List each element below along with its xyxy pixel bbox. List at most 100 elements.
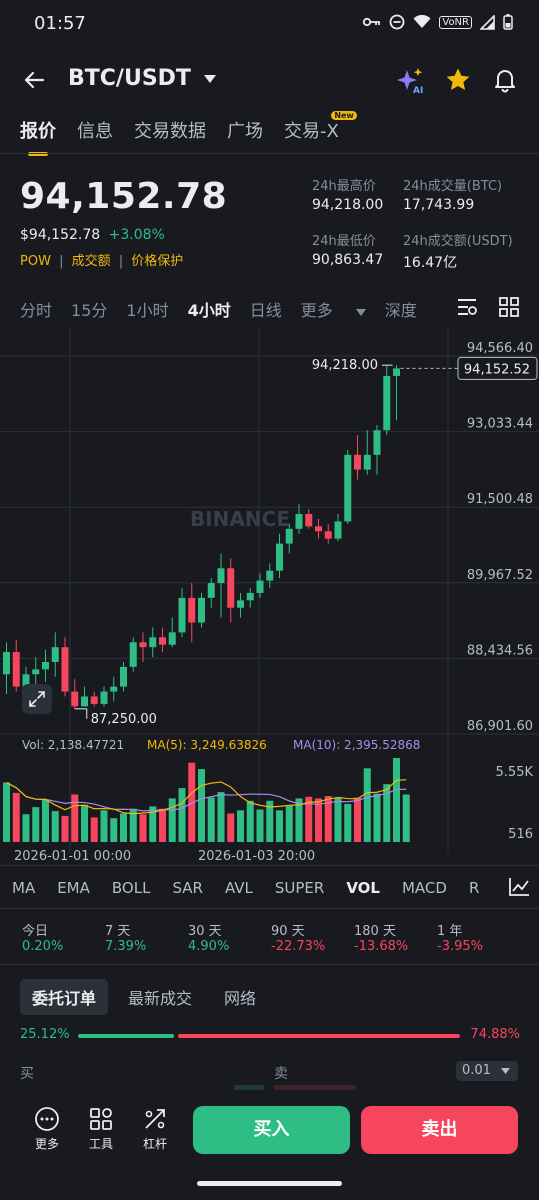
last-price: 94,152.78 [20, 176, 228, 217]
volume-bar [22, 814, 30, 842]
volume-bar [305, 796, 313, 842]
candle-body [61, 647, 69, 692]
star-icon[interactable] [445, 67, 471, 93]
ai-sparkle-icon[interactable]: AI [396, 67, 426, 95]
candle-body [139, 642, 147, 648]
home-indicator[interactable] [197, 1181, 342, 1186]
high-label: 24h最高价 [312, 179, 376, 194]
candle-body [22, 674, 30, 687]
tag-price-protection[interactable]: 价格保护 [131, 254, 184, 269]
interval-time[interactable]: 分时 [20, 301, 53, 320]
performance-value: -3.95% [437, 939, 483, 954]
buy-sell-ratio: 25.12% 74.88% [20, 1026, 520, 1046]
candle-body [188, 597, 196, 623]
tab-info[interactable]: 信息 [77, 121, 113, 142]
tag-pow[interactable]: POW [20, 254, 51, 269]
performance-row: 今日 0.20% 7 天 7.39% 30 天 4.90% 90 天 -22.73% 180 天… [22, 920, 520, 954]
status-bar: 01:57 VoNR [0, 0, 539, 48]
indicator-r[interactable]: R [468, 879, 480, 897]
volume-bar [32, 807, 40, 842]
interval-1d[interactable]: 日线 [249, 301, 282, 320]
do-not-disturb-icon [389, 14, 405, 30]
indicator-ema[interactable]: EMA [57, 879, 90, 897]
caret-down-icon [501, 1068, 510, 1074]
interval-15m[interactable]: 15分 [71, 301, 108, 320]
bell-icon[interactable] [492, 67, 518, 93]
tab-square[interactable]: 广场 [227, 121, 263, 142]
volume-bar [207, 797, 215, 842]
chart-settings-icon[interactable] [456, 297, 478, 317]
order-tabs: 委托订单 最新成交 网络 [20, 979, 276, 1015]
pair-selector[interactable]: BTC/USDT [68, 66, 217, 91]
more-button[interactable]: 更多 [27, 1106, 67, 1152]
volume-bar [246, 800, 254, 842]
tab-quote[interactable]: 报价 [20, 117, 56, 156]
volume-bar [256, 809, 264, 842]
performance-item: 30 天 4.90% [188, 920, 271, 954]
buy-button[interactable]: 买入 [193, 1106, 350, 1154]
precision-selector[interactable]: 0.01 [456, 1061, 518, 1081]
leverage-button[interactable]: 杠杆 [135, 1106, 175, 1152]
performance-label: 1 年 [437, 924, 463, 939]
grid-layout-icon[interactable] [499, 297, 519, 317]
interval-4h[interactable]: 4小时 [187, 301, 231, 320]
tab-order-book[interactable]: 委托订单 [20, 979, 109, 1015]
high-marker-label: 94,218.00 [312, 358, 378, 373]
performance-label: 90 天 [271, 924, 305, 939]
key-icon [363, 17, 381, 27]
tag-turnover[interactable]: 成交额 [71, 254, 111, 269]
indicator-boll[interactable]: BOLL [111, 879, 151, 897]
indicator-avl[interactable]: AVL [224, 879, 253, 897]
tab-recent-trades[interactable]: 最新成交 [128, 989, 193, 1008]
performance-label: 今日 [22, 924, 49, 939]
price-chart[interactable]: 94,566.40 93,033.44 91,500.48 89,967.52 88,4… [0, 328, 539, 865]
vol-usdt-label: 24h成交额(USDT) [403, 234, 513, 249]
low-value: 90,863.47 [312, 252, 384, 268]
sell-button[interactable]: 卖出 [361, 1106, 518, 1154]
indicator-ma[interactable]: MA [12, 879, 36, 897]
performance-label: 180 天 [354, 924, 396, 939]
tabs-divider [0, 153, 539, 154]
y-tick-label: 86,901.60 [467, 719, 533, 734]
performance-label: 7 天 [105, 924, 131, 939]
interval-more[interactable]: 更多 [301, 297, 366, 321]
bottom-action-bar: 更多 工具 杠杆 买入 卖出 [0, 1098, 539, 1168]
interval-1h[interactable]: 1小时 [126, 301, 169, 320]
candle-body [295, 514, 303, 529]
candle-body [393, 368, 400, 376]
tab-trade-x[interactable]: 交易-X New [284, 111, 357, 143]
fullscreen-button[interactable] [22, 684, 52, 714]
tools-button[interactable]: 工具 [81, 1106, 121, 1152]
candle-body [198, 597, 205, 623]
perf-divider [0, 964, 539, 965]
low-label: 24h最低价 [312, 234, 376, 249]
volume-bar [100, 810, 108, 842]
tab-grid[interactable]: 网络 [224, 989, 257, 1008]
buy-ratio: 25.12% [20, 1027, 70, 1042]
candle-body [373, 430, 381, 455]
indicator-super[interactable]: SUPER [274, 879, 325, 897]
vol-usdt-value: 16.47亿 [403, 255, 458, 271]
candle-body [237, 600, 244, 608]
volume-bar [393, 758, 400, 842]
indicator-chart-button[interactable] [494, 868, 539, 906]
volume-bar [42, 800, 49, 842]
low-marker-label: 87,250.00 [91, 712, 157, 727]
candle-body [246, 592, 254, 601]
y-tick-label: 94,566.40 [467, 341, 533, 356]
volume-bar [363, 768, 371, 842]
volume-value: Vol: 2,138.47721 [22, 738, 124, 752]
sell-depth-bar [274, 1085, 356, 1090]
interval-depth[interactable]: 深度 [384, 301, 417, 320]
back-arrow-icon[interactable] [22, 68, 46, 92]
tab-trading-data[interactable]: 交易数据 [134, 121, 206, 142]
volume-bar [81, 804, 88, 842]
candle-body [305, 514, 313, 527]
indicator-sar[interactable]: SAR [172, 879, 203, 897]
candle-body [354, 454, 361, 470]
indicator-vol[interactable]: VOL [346, 879, 380, 897]
volume-bar [227, 813, 235, 842]
candle-body [32, 669, 40, 675]
indicator-macd[interactable]: MACD [401, 879, 447, 897]
candle-body [178, 597, 186, 633]
